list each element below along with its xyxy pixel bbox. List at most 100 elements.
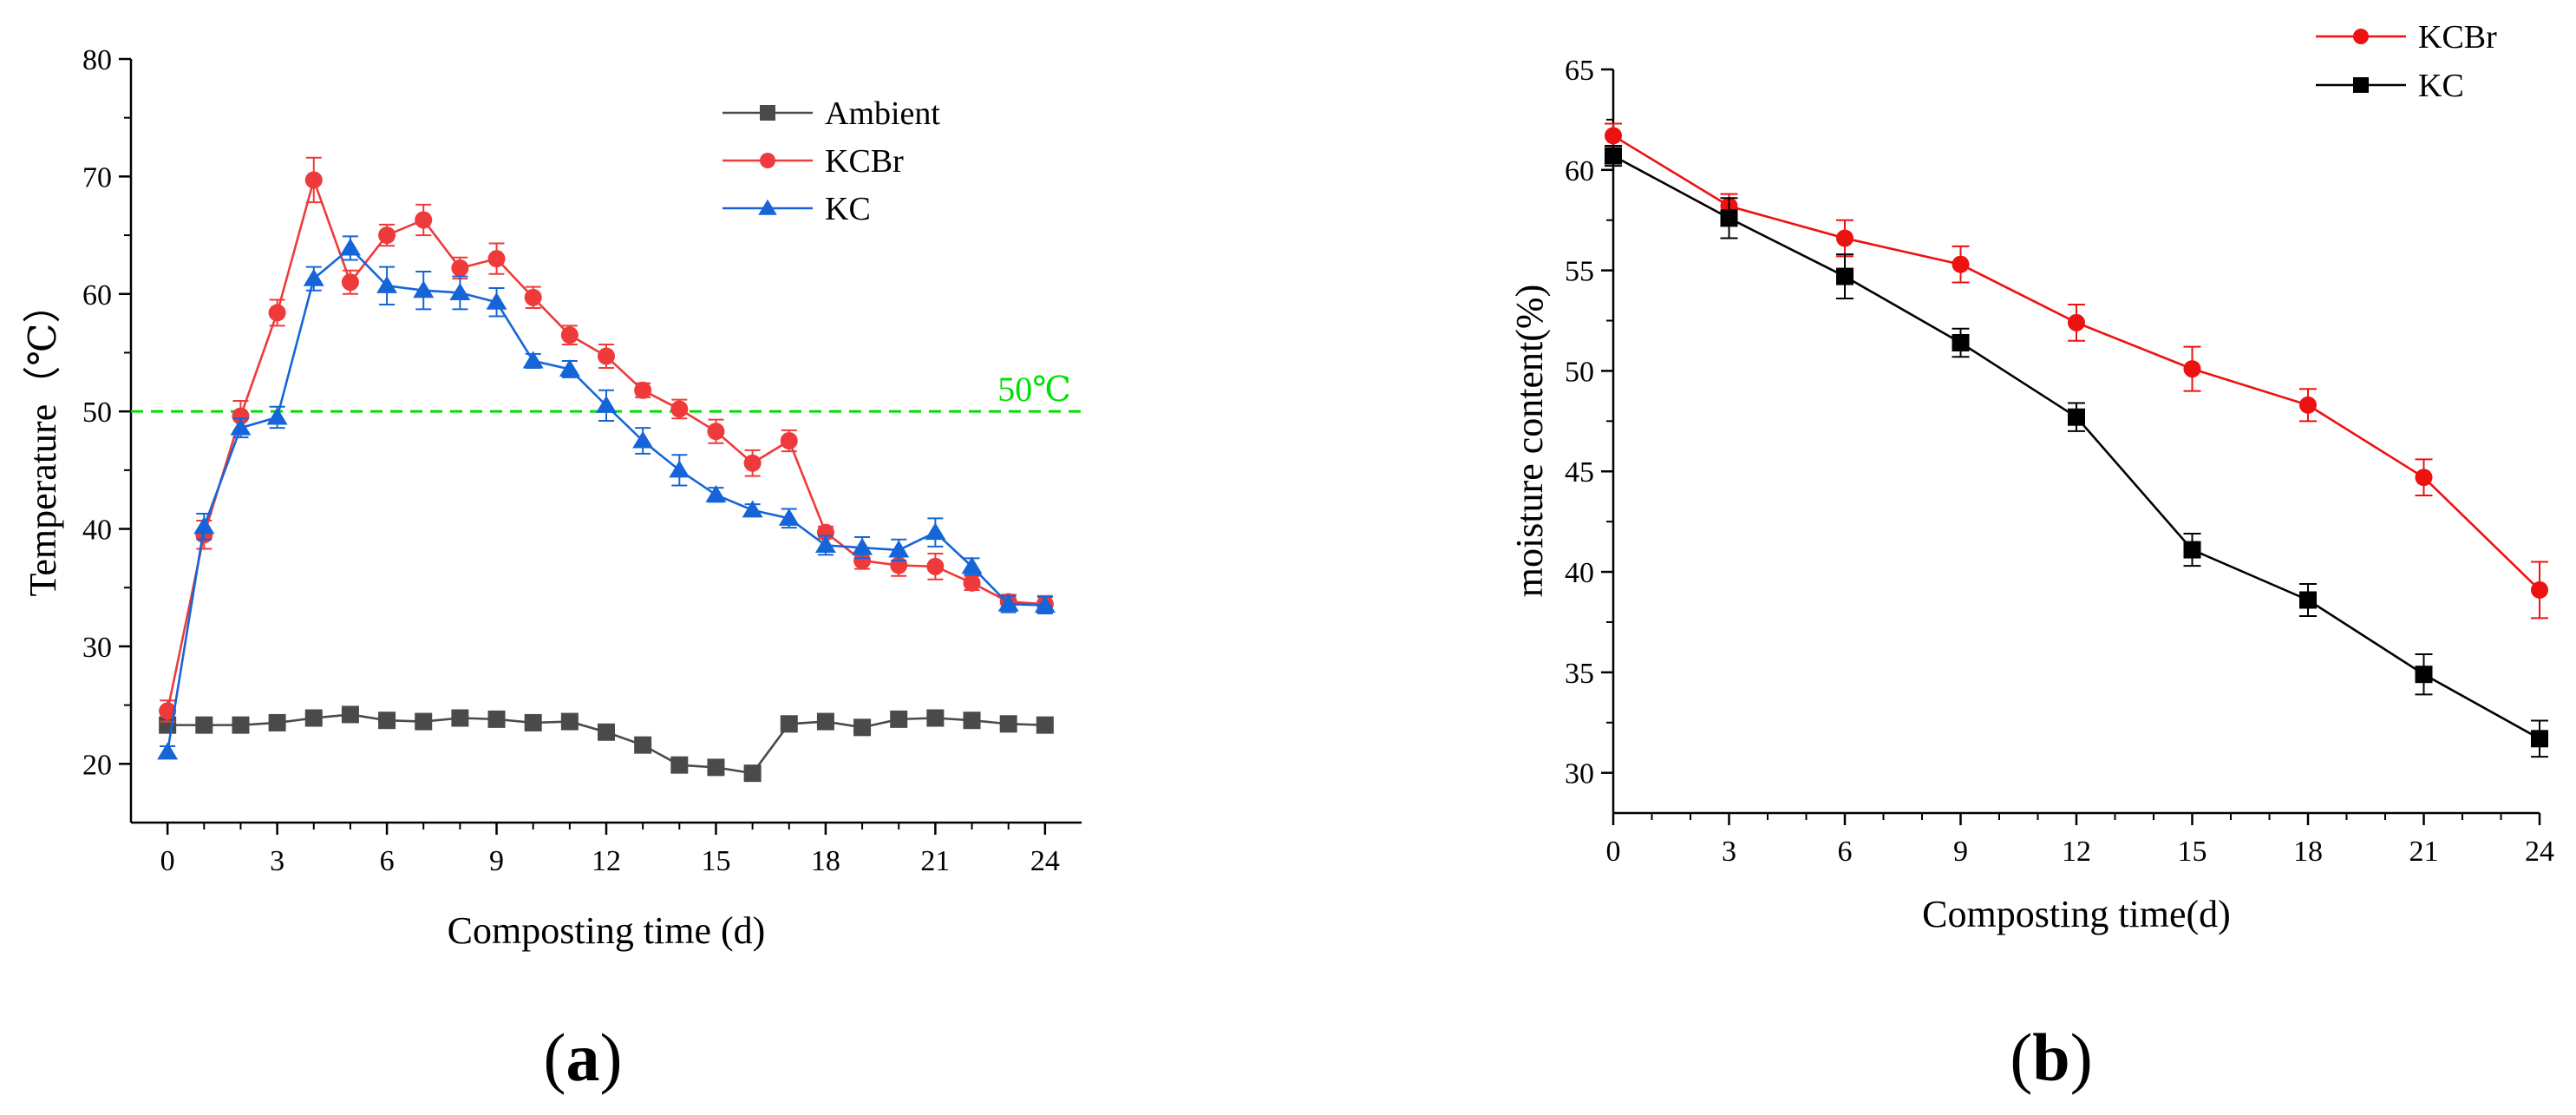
a-series-kcbr-point-22 <box>963 574 981 592</box>
a-series-ambient-point-14 <box>670 756 689 774</box>
a-legend-label-kcbr: KCBr <box>825 143 904 180</box>
panel-a-plot-area <box>157 156 1056 783</box>
a-series-kc-point-11 <box>559 359 580 377</box>
panel-b-letter: b <box>2032 1020 2069 1095</box>
b-series-kc-point-4 <box>2068 408 2085 426</box>
panel-b-x-axis-title: Composting time(d) <box>1922 893 2231 935</box>
a-series-kc-point-0 <box>157 742 179 760</box>
a-series-ambient-point-23 <box>999 715 1017 733</box>
a-x-tick-label-12: 12 <box>592 845 621 877</box>
a-series-kcbr-point-9 <box>487 250 506 268</box>
b-series-kc-point-7 <box>2415 666 2433 684</box>
b-y-tick-label-40: 40 <box>1565 557 1594 589</box>
a-legend-item-kcbr: KCBr <box>722 143 904 180</box>
a-y-tick-label-50: 50 <box>82 397 112 429</box>
panel-a-y-axis-title: Temperature（℃） <box>22 285 64 597</box>
panel-b-legend: KCBr KC <box>2316 19 2497 104</box>
a-series-ambient-point-4 <box>304 709 323 727</box>
b-x-tick-label-15: 15 <box>2178 836 2207 868</box>
b-y-tick-label-35: 35 <box>1565 658 1594 690</box>
b-y-tick-label-55: 55 <box>1565 256 1594 288</box>
a-series-ambient-point-22 <box>963 712 981 730</box>
b-series-kc-point-5 <box>2183 541 2201 559</box>
a-series-ambient-point-10 <box>524 713 542 731</box>
b-series-kc-point-8 <box>2531 730 2548 748</box>
a-series-kcbr-point-0 <box>159 702 177 720</box>
a-series-kc-point-13 <box>632 430 654 449</box>
a-x-tick-label-21: 21 <box>920 845 950 877</box>
a-series-kc-point-23 <box>997 594 1019 612</box>
a-series-kc-point-9 <box>486 292 507 310</box>
b-series-kcbr-point-3 <box>1952 255 1970 273</box>
a-legend-label-kc: KC <box>825 191 871 227</box>
b-legend-item-kcbr: KCBr <box>2316 19 2497 56</box>
a-series-kcbr-point-17 <box>780 432 798 449</box>
a-x-tick-label-6: 6 <box>380 845 395 877</box>
a-series-kc-point-17 <box>778 508 800 526</box>
a-series-kcbr-point-4 <box>304 171 323 189</box>
b-series-kcbr-point-4 <box>2068 313 2085 331</box>
panel-a-legend: Ambient KCBr KC <box>722 95 940 227</box>
b-legend-marker-kc <box>2353 77 2369 93</box>
a-series-ambient-point-13 <box>634 736 652 754</box>
a-series-kc-point-2 <box>230 417 252 436</box>
a-y-tick-label-60: 60 <box>82 279 112 312</box>
a-series-kc-point-16 <box>742 500 763 518</box>
a-series-kc-point-4 <box>303 268 324 286</box>
a-y-tick-label-70: 70 <box>82 161 112 193</box>
b-x-tick-label-18: 18 <box>2293 836 2323 868</box>
a-series-kc-point-22 <box>961 556 983 574</box>
a-series-kc-point-12 <box>596 395 617 413</box>
a-series-ambient-point-8 <box>451 709 469 727</box>
panel-b-ticks: 0 3 6 9 12 15 18 21 24 30 35 40 45 50 55 60 65 <box>1565 55 2554 868</box>
b-series-kcbr-point-8 <box>2531 580 2548 599</box>
a-series-ambient-point-17 <box>780 715 798 733</box>
a-series-ambient-point-16 <box>743 764 762 783</box>
a-series-kc-point-3 <box>266 407 288 425</box>
b-series-kcbr-point-5 <box>2183 360 2201 378</box>
a-series-kcbr-point-12 <box>598 347 615 365</box>
a-x-tick-label-3: 3 <box>270 845 284 877</box>
a-series-kc-point-24 <box>1034 595 1056 613</box>
a-series-kcbr-point-7 <box>415 211 433 229</box>
panel-a-label: (a) <box>544 1020 623 1095</box>
a-series-kcbr-point-8 <box>451 259 469 277</box>
b-series-kc-point-6 <box>2299 591 2317 609</box>
a-series-ambient-point-12 <box>598 723 615 741</box>
a-series-kc-point-8 <box>449 283 471 300</box>
a-legend-item-kc: KC <box>722 191 871 227</box>
a-series-kc-point-14 <box>669 460 690 478</box>
b-y-tick-label-60: 60 <box>1565 155 1594 187</box>
a-series-ambient-point-3 <box>268 713 286 731</box>
a-x-tick-label-9: 9 <box>489 845 504 877</box>
a-series-ambient-point-9 <box>487 710 506 728</box>
a-series-kcbr-point-19 <box>853 552 872 570</box>
b-y-tick-label-50: 50 <box>1565 356 1594 388</box>
a-series-kcbr-point-16 <box>743 454 762 472</box>
panel-a-ticks: 0 3 6 9 12 15 18 21 24 20 30 40 50 60 70 80 <box>82 44 1060 877</box>
b-y-tick-label-45: 45 <box>1565 456 1594 489</box>
b-series-kc <box>1605 145 2548 758</box>
a-legend-item-ambient: Ambient <box>722 95 940 132</box>
a-series-ambient-point-18 <box>816 712 834 731</box>
a-y-tick-label-30: 30 <box>82 632 112 664</box>
a-series-kc-point-15 <box>705 484 727 502</box>
a-legend-marker-ambient <box>760 105 775 121</box>
a-series-ambient-point-21 <box>926 709 945 727</box>
b-x-tick-label-3: 3 <box>1722 836 1736 868</box>
a-series-ambient-point-19 <box>853 718 872 737</box>
a-series-kc-point-7 <box>413 280 435 298</box>
a-series-kc-point-20 <box>888 540 910 558</box>
panel-b-plot-area <box>1605 122 2548 758</box>
a-series-kcbr-point-14 <box>670 400 689 418</box>
a-series-ambient-point-20 <box>890 710 908 728</box>
a-series-kcbr-point-3 <box>268 304 286 322</box>
a-series-kc-point-10 <box>522 351 544 369</box>
b-x-tick-label-6: 6 <box>1838 836 1853 868</box>
a-y-tick-label-40: 40 <box>82 515 112 547</box>
b-x-tick-label-9: 9 <box>1953 836 1968 868</box>
a-series-ambient-point-7 <box>415 712 433 731</box>
panel-a-reference: 50℃ <box>131 370 1082 413</box>
